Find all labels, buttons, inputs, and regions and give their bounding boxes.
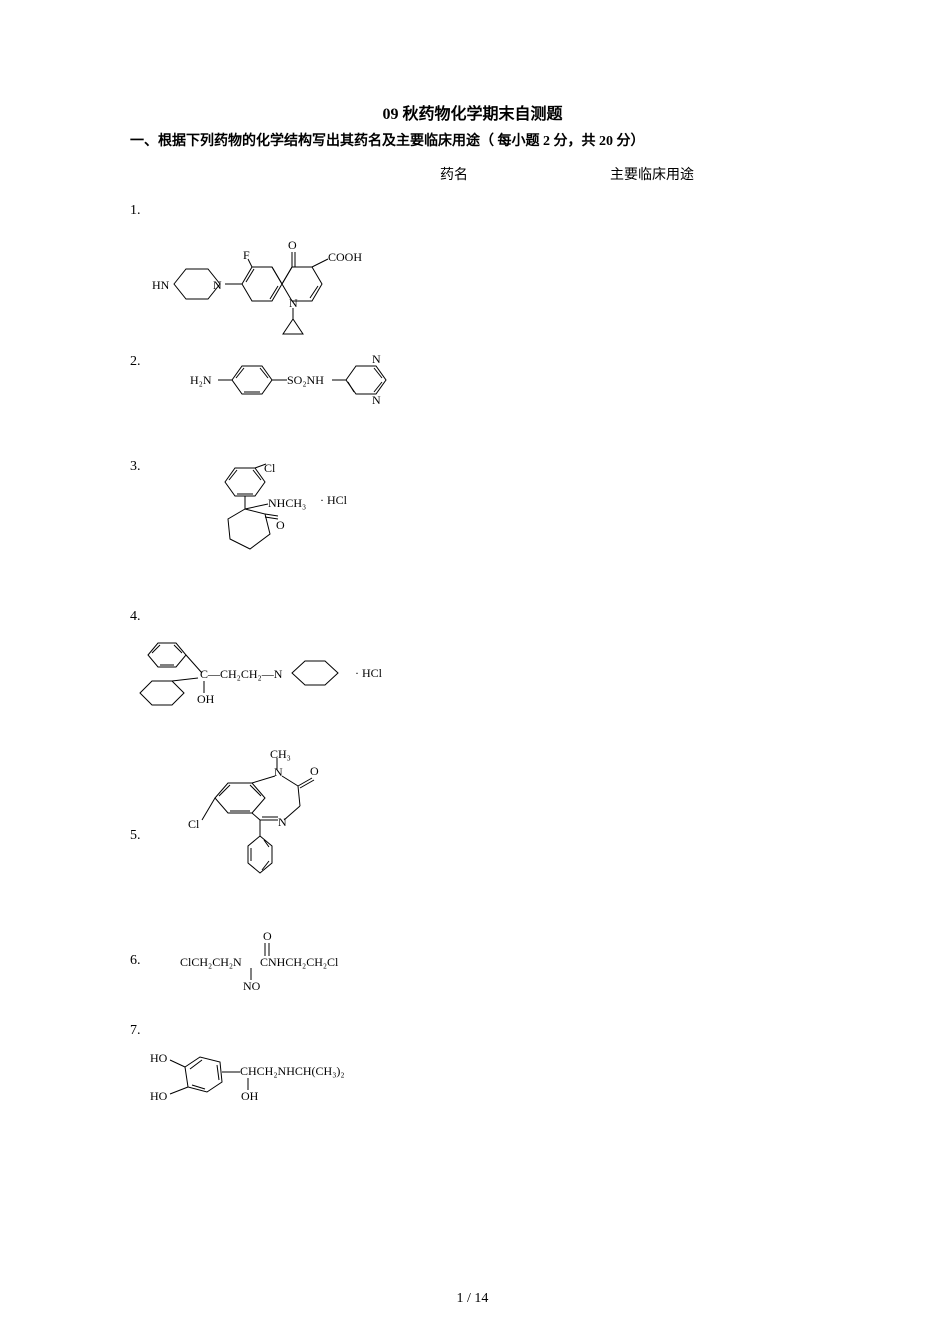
question-7: 7. HO HO CHCH₂NHCH(CH₃)₂ OH: [130, 1018, 815, 1120]
svg-text:Cl: Cl: [264, 461, 276, 475]
q1-number: 1.: [130, 198, 165, 219]
q1-structure: HN N F O COOH: [150, 219, 815, 339]
q3-structure: Cl NHCH₃ O · HCl: [190, 454, 390, 574]
svg-text:· HCl: · HCl: [355, 666, 383, 680]
q2-number: 2.: [130, 349, 165, 370]
svg-text:HO: HO: [150, 1051, 168, 1065]
svg-text:N: N: [372, 352, 381, 366]
q2-structure: H₂N SO₂NH N N: [190, 349, 460, 414]
chemical-structure-icon: HN N F O COOH: [150, 219, 380, 339]
column-headers: 药名 主要临床用途: [130, 164, 815, 184]
svg-text:Cl: Cl: [188, 817, 200, 831]
chemical-structure-icon: Cl NHCH₃ O · HCl: [190, 454, 390, 574]
svg-text:N: N: [213, 278, 222, 292]
q5-structure: Cl N N CH₃ O: [180, 748, 360, 903]
svg-text:O: O: [310, 764, 319, 778]
question-3: 3. Cl NHCH₃: [130, 454, 815, 574]
col-clinical-use: 主要临床用途: [610, 164, 694, 184]
section-heading: 一、根据下列药物的化学结构写出其药名及主要临床用途（ 每小题 2 分，共 20 …: [130, 130, 815, 150]
svg-text:N: N: [289, 296, 298, 310]
svg-text:COOH: COOH: [328, 250, 362, 264]
svg-text:NHCH₃: NHCH₃: [268, 496, 306, 510]
q4-structure: C—CH₂CH₂—N OH · HCl: [120, 633, 815, 728]
question-5: 5. Cl N N: [130, 748, 815, 903]
svg-text:· HCl: · HCl: [320, 493, 348, 507]
q6-number: 6.: [130, 928, 165, 969]
svg-text:CH₃: CH₃: [270, 748, 291, 761]
svg-text:N: N: [372, 393, 381, 407]
svg-text:N: N: [274, 765, 283, 779]
chemical-structure-icon: O ClCH₂CH₂N CNHCH₂CH₂Cl NO: [175, 928, 405, 993]
page-title: 09 秋药物化学期末自测题: [130, 100, 815, 124]
q4-number: 4.: [130, 604, 165, 625]
svg-text:OH: OH: [241, 1089, 259, 1103]
svg-text:O: O: [263, 929, 272, 943]
q7-structure: HO HO CHCH₂NHCH(CH₃)₂ OH: [150, 1042, 815, 1120]
col-drug-name: 药名: [440, 164, 610, 184]
q3-number: 3.: [130, 454, 165, 475]
question-6: 6. O ClCH₂CH₂N CNHCH₂CH₂Cl NO: [130, 928, 815, 993]
svg-text:CNHCH₂CH₂Cl: CNHCH₂CH₂Cl: [260, 955, 339, 969]
question-4: 4. C—CH₂CH₂—N OH · HCl: [130, 604, 815, 728]
q7-number: 7.: [130, 1018, 165, 1039]
svg-text:ClCH₂CH₂N: ClCH₂CH₂N: [180, 955, 242, 969]
svg-text:O: O: [288, 238, 297, 252]
q5-number: 5.: [130, 748, 165, 844]
question-2: 2. H₂N SO₂NH N: [130, 349, 815, 414]
chemical-structure-icon: C—CH₂CH₂—N OH · HCl: [120, 633, 410, 728]
svg-text:SO₂NH: SO₂NH: [287, 373, 324, 387]
chemical-structure-icon: HO HO CHCH₂NHCH(CH₃)₂ OH: [150, 1042, 400, 1120]
svg-text:NO: NO: [243, 979, 261, 993]
chemical-structure-icon: H₂N SO₂NH N N: [190, 349, 460, 414]
svg-text:N: N: [278, 815, 287, 829]
svg-text:H₂N: H₂N: [190, 373, 212, 387]
svg-text:HN: HN: [152, 278, 170, 292]
svg-text:O: O: [276, 518, 285, 532]
svg-text:HO: HO: [150, 1089, 168, 1103]
svg-text:OH: OH: [197, 692, 215, 706]
q6-structure: O ClCH₂CH₂N CNHCH₂CH₂Cl NO: [175, 928, 405, 993]
page-footer: 1 / 14: [0, 1291, 945, 1307]
svg-text:CHCH₂NHCH(CH₃)₂: CHCH₂NHCH(CH₃)₂: [240, 1064, 345, 1078]
svg-text:C—CH₂CH₂—N: C—CH₂CH₂—N: [200, 667, 283, 681]
question-1: 1. HN N F: [130, 198, 815, 339]
chemical-structure-icon: Cl N N CH₃ O: [180, 748, 360, 903]
